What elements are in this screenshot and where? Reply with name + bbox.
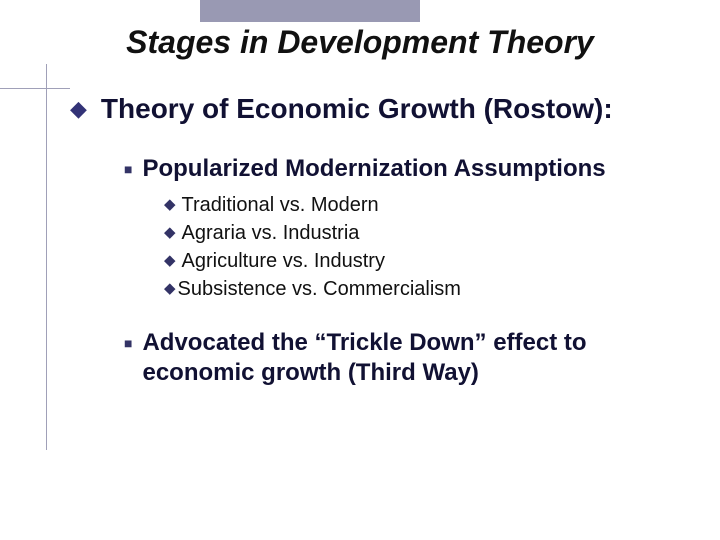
small-diamond-icon: ◆ (164, 192, 176, 218)
left-vertical-rule (46, 110, 47, 450)
bullet-level3: ◆ Subsistence vs. Commercialism (164, 276, 700, 302)
bullet-level2-text: Advocated the “Trickle Down” effect to e… (142, 328, 700, 388)
bullet-level1-text: Theory of Economic Growth (Rostow): (101, 92, 613, 126)
level2-group: ■ Popularized Modernization Assumptions … (124, 154, 700, 388)
slide: Stages in Development Theory ◆ Theory of… (0, 0, 720, 540)
slide-body: ◆ Theory of Economic Growth (Rostow): ■ … (70, 92, 700, 396)
small-diamond-icon: ◆ (164, 220, 176, 246)
square-icon: ■ (124, 328, 132, 358)
bullet-level3: ◆ Traditional vs. Modern (164, 192, 700, 218)
bullet-level2-text: Popularized Modernization Assumptions (142, 154, 605, 184)
bullet-level2: ■ Popularized Modernization Assumptions (124, 154, 700, 184)
bullet-level3-text: Traditional vs. Modern (182, 192, 379, 218)
small-diamond-icon: ◆ (164, 276, 176, 302)
bullet-level1: ◆ Theory of Economic Growth (Rostow): (70, 92, 700, 126)
level3-group: ◆ Traditional vs. Modern ◆ Agraria vs. I… (164, 192, 700, 302)
bullet-level3-text: Agriculture vs. Industry (182, 248, 385, 274)
bullet-level3-text: Subsistence vs. Commercialism (178, 276, 461, 302)
diamond-icon: ◆ (70, 92, 87, 126)
square-icon: ■ (124, 154, 132, 184)
corner-rule-horizontal (0, 88, 70, 89)
slide-title: Stages in Development Theory (0, 24, 720, 61)
bullet-level3: ◆ Agriculture vs. Industry (164, 248, 700, 274)
bullet-level2: ■ Advocated the “Trickle Down” effect to… (124, 328, 700, 388)
bullet-level3: ◆ Agraria vs. Industria (164, 220, 700, 246)
corner-rule-vertical (46, 64, 47, 110)
small-diamond-icon: ◆ (164, 248, 176, 274)
bullet-level3-text: Agraria vs. Industria (182, 220, 360, 246)
header-accent-bar (200, 0, 420, 22)
